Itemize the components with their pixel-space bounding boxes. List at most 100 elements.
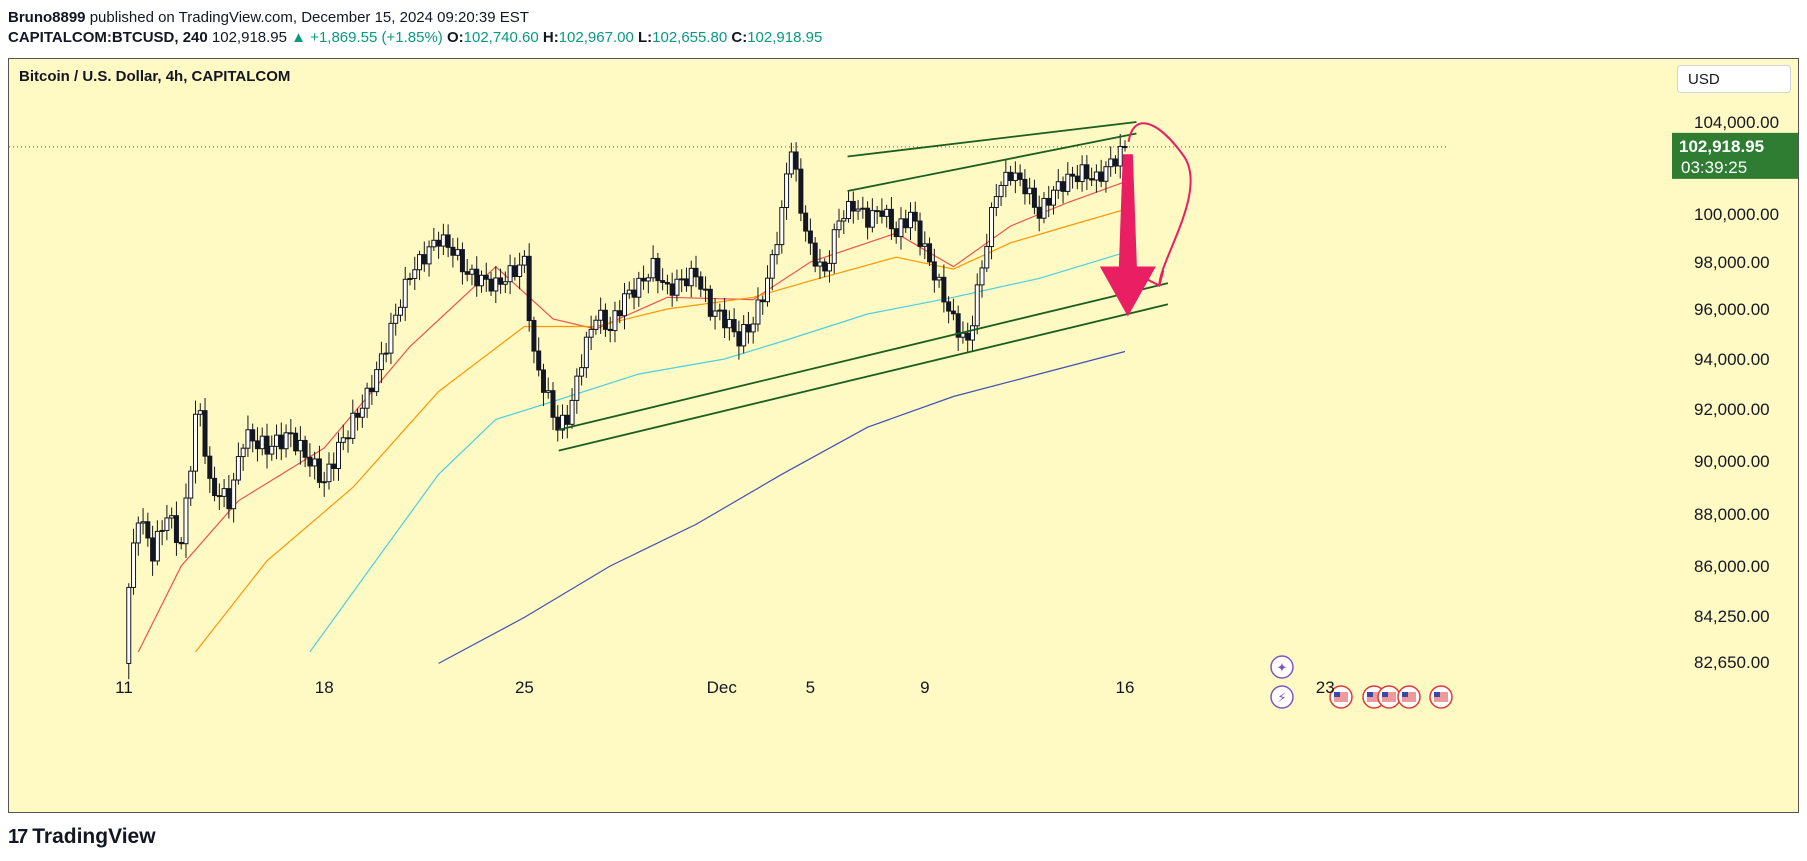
candle <box>612 310 618 332</box>
candle <box>726 319 732 329</box>
candle <box>779 206 785 246</box>
candle <box>984 246 990 269</box>
candle <box>421 254 427 265</box>
candle <box>1093 171 1099 181</box>
candle <box>831 229 837 264</box>
us-flag-canton <box>1334 692 1340 697</box>
candle <box>788 151 794 175</box>
candle <box>593 319 599 330</box>
candle <box>188 470 194 499</box>
candle <box>417 254 423 271</box>
us-flag-canton <box>1367 692 1373 697</box>
moving-average-4 <box>438 350 1126 664</box>
candle <box>1112 158 1118 167</box>
candle <box>259 435 265 450</box>
currency-button[interactable]: USD <box>1677 65 1791 93</box>
us-flag-stripes <box>1434 692 1448 702</box>
candle <box>254 440 260 450</box>
candle <box>293 432 299 452</box>
candle <box>283 432 289 450</box>
candle <box>212 477 218 497</box>
moving-average-1 <box>137 181 1126 653</box>
candle <box>288 432 294 435</box>
candle <box>264 435 270 455</box>
candle <box>226 488 232 510</box>
candle <box>893 228 899 238</box>
y-tick-label: 104,000.00 <box>1694 113 1779 132</box>
candle <box>231 479 237 510</box>
candle <box>307 456 313 467</box>
x-tick-label: 9 <box>920 678 929 697</box>
candle <box>1008 171 1014 182</box>
candle <box>793 151 799 170</box>
us-flag-stripes <box>1334 692 1348 702</box>
candle <box>407 277 413 280</box>
candle <box>774 244 780 256</box>
candle <box>888 208 894 230</box>
y-tick-label: 84,250.00 <box>1694 607 1770 626</box>
candle <box>197 410 203 415</box>
open-label: O: <box>446 29 464 46</box>
candle <box>502 281 508 285</box>
candle <box>450 246 456 256</box>
candle <box>822 261 828 272</box>
candle <box>521 255 527 266</box>
candle <box>769 254 775 279</box>
trend-line-3 <box>847 121 1137 158</box>
candle <box>397 306 403 316</box>
candle <box>374 369 380 393</box>
candle <box>402 278 408 308</box>
moving-average-3 <box>309 251 1126 653</box>
candle <box>1089 178 1095 181</box>
chart-frame[interactable]: ✦ ⚡ 104,000.00 100,000.00 98,000.00 96,000.00… <box>8 58 1799 813</box>
candle <box>683 278 689 287</box>
candle <box>941 276 947 303</box>
us-flag-stripes <box>1367 692 1381 702</box>
publisher-name[interactable]: Bruno8899 <box>8 9 86 26</box>
candle <box>607 328 613 332</box>
candle <box>765 277 770 303</box>
candle <box>479 274 484 287</box>
candle <box>498 277 504 285</box>
candle <box>598 309 604 321</box>
candle <box>917 220 923 247</box>
candle <box>865 207 871 228</box>
candle <box>545 390 551 393</box>
candle <box>1060 181 1066 192</box>
candle <box>154 530 160 562</box>
tradingview-logo[interactable]: 17 TradingView <box>8 825 156 849</box>
price-change: +1,869.55 (+1.85%) <box>310 29 443 46</box>
candle <box>936 276 942 281</box>
candle <box>1084 164 1090 180</box>
x-tick-label: 16 <box>1116 678 1135 697</box>
candle <box>712 310 718 317</box>
candle <box>784 173 790 208</box>
candle <box>216 495 222 498</box>
candle <box>364 387 370 409</box>
candle <box>955 313 961 338</box>
candle <box>1070 173 1076 177</box>
lightning-event-icon-glyph: ⚡ <box>1277 691 1286 706</box>
candle <box>550 390 556 418</box>
candle <box>145 521 151 539</box>
candle <box>321 481 327 484</box>
candle <box>703 288 709 291</box>
candle <box>588 328 594 338</box>
candle <box>540 369 546 393</box>
x-tick-label: 25 <box>515 678 534 697</box>
price-chart[interactable]: ✦ ⚡ 104,000.00 100,000.00 98,000.00 96,000.00… <box>9 59 1798 812</box>
candle <box>507 265 513 283</box>
candle <box>445 234 451 248</box>
publish-header: Bruno8899 published on TradingView.com, … <box>8 8 822 48</box>
candle <box>760 299 766 303</box>
candle <box>1108 158 1114 168</box>
candle <box>1017 172 1023 180</box>
candle <box>1065 173 1071 192</box>
trend-line-2 <box>558 303 1169 452</box>
chart-title: Bitcoin / U.S. Dollar, 4h, CAPITALCOM <box>19 68 291 85</box>
symbol-label: CAPITALCOM:BTCUSD, 240 <box>8 29 208 46</box>
us-flag-canton <box>1402 692 1408 697</box>
candle <box>345 437 351 440</box>
published-text: published on TradingView.com, December 1… <box>89 9 529 26</box>
candle <box>1031 187 1037 208</box>
